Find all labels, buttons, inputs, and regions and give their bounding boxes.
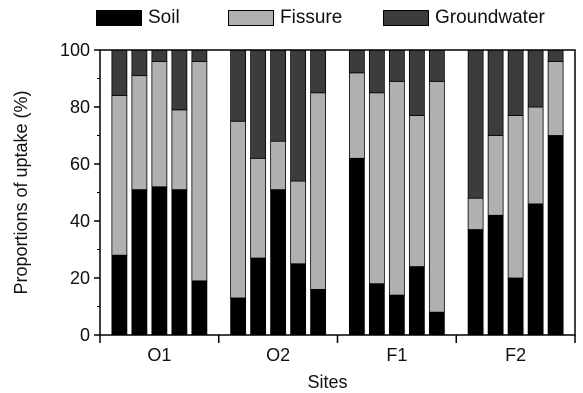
bar-soil-f2-1: [468, 230, 483, 335]
bar-fissure-o1-3: [152, 61, 167, 186]
bar-groundwater-o1-2: [132, 50, 147, 76]
bar-soil-o2-2: [251, 258, 266, 335]
bar-fissure-o1-4: [172, 110, 187, 190]
bar-soil-o1-4: [172, 190, 187, 335]
bar-groundwater-o2-2: [251, 50, 266, 158]
bar-soil-f1-1: [349, 158, 364, 335]
bar-groundwater-f2-5: [548, 50, 563, 61]
bar-fissure-o2-4: [291, 181, 306, 264]
bar-fissure-o2-3: [271, 141, 286, 189]
bar-soil-o2-5: [311, 289, 326, 335]
y-axis-title: Proportions of uptake (%): [11, 90, 31, 294]
bar-fissure-f2-5: [548, 61, 563, 135]
bar-groundwater-f1-5: [429, 50, 444, 81]
bar-groundwater-f1-1: [349, 50, 364, 73]
y-tick-label: 20: [70, 268, 90, 288]
bar-groundwater-o1-3: [152, 50, 167, 61]
y-tick-label: 80: [70, 97, 90, 117]
x-tick-label: O1: [147, 345, 171, 365]
bar-fissure-f2-2: [488, 136, 503, 216]
bar-fissure-f1-1: [349, 73, 364, 159]
bar-soil-f1-3: [389, 295, 404, 335]
bar-groundwater-f2-3: [508, 50, 523, 116]
x-tick-label: F1: [386, 345, 407, 365]
bar-fissure-o1-5: [192, 61, 207, 280]
bar-soil-o1-5: [192, 281, 207, 335]
bar-fissure-f2-1: [468, 198, 483, 229]
bar-soil-o1-3: [152, 187, 167, 335]
bar-groundwater-f1-2: [369, 50, 384, 93]
bar-soil-o2-3: [271, 190, 286, 335]
bar-soil-o1-2: [132, 190, 147, 335]
bar-soil-f2-3: [508, 278, 523, 335]
bar-groundwater-o1-5: [192, 50, 207, 61]
bar-soil-f1-5: [429, 312, 444, 335]
bar-groundwater-o2-3: [271, 50, 286, 141]
bar-fissure-f2-3: [508, 116, 523, 278]
bar-fissure-f2-4: [528, 107, 543, 204]
bar-fissure-o1-1: [112, 96, 127, 256]
bar-groundwater-f2-1: [468, 50, 483, 198]
bar-groundwater-o1-1: [112, 50, 127, 96]
bar-groundwater-o1-4: [172, 50, 187, 110]
bar-groundwater-f1-4: [409, 50, 424, 116]
bar-soil-f2-2: [488, 215, 503, 335]
bar-groundwater-f2-4: [528, 50, 543, 107]
bar-soil-f1-4: [409, 267, 424, 335]
bar-fissure-f1-3: [389, 81, 404, 295]
bar-fissure-o1-2: [132, 76, 147, 190]
bar-soil-o1-1: [112, 255, 127, 335]
bar-soil-o2-4: [291, 264, 306, 335]
bar-soil-f2-4: [528, 204, 543, 335]
bar-fissure-f1-5: [429, 81, 444, 312]
x-axis-title: Sites: [307, 372, 347, 392]
x-tick-label: O2: [266, 345, 290, 365]
bar-soil-f1-2: [369, 284, 384, 335]
bar-groundwater-o2-1: [231, 50, 246, 121]
x-tick-label: F2: [505, 345, 526, 365]
bar-groundwater-o2-5: [311, 50, 326, 93]
bar-groundwater-f2-2: [488, 50, 503, 136]
bar-soil-o2-1: [231, 298, 246, 335]
bar-groundwater-o2-4: [291, 50, 306, 181]
bar-fissure-o2-2: [251, 158, 266, 258]
bar-fissure-f1-4: [409, 116, 424, 267]
bar-fissure-o2-5: [311, 93, 326, 290]
y-tick-label: 40: [70, 211, 90, 231]
bar-soil-f2-5: [548, 136, 563, 336]
bar-fissure-f1-2: [369, 93, 384, 284]
bar-groundwater-f1-3: [389, 50, 404, 81]
y-tick-label: 0: [80, 325, 90, 345]
bar-fissure-o2-1: [231, 121, 246, 298]
y-tick-label: 60: [70, 154, 90, 174]
y-tick-label: 100: [60, 40, 90, 60]
plot-frame: [100, 50, 575, 335]
